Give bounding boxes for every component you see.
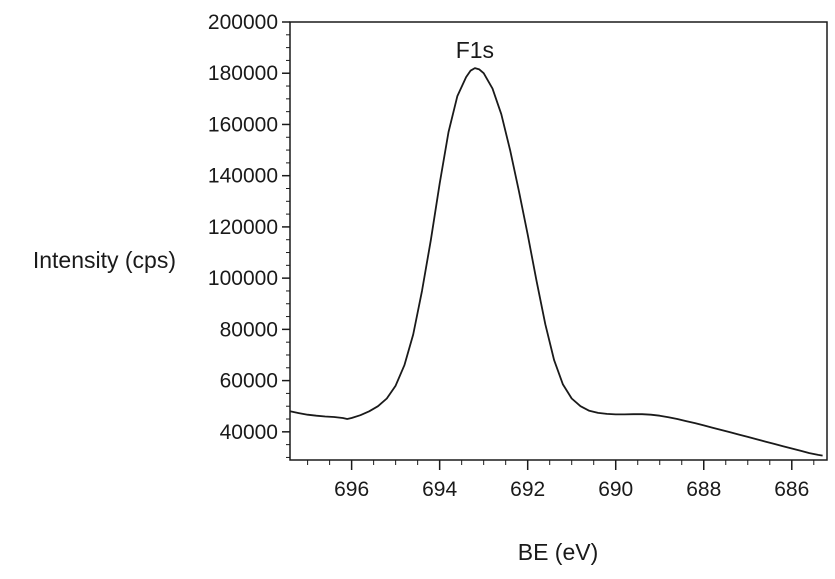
y-tick-label: 80000 — [220, 318, 278, 341]
x-tick-label: 694 — [422, 478, 457, 501]
series-layer — [289, 67, 823, 457]
x-tick-label: 688 — [686, 478, 721, 501]
x-tick-label: 690 — [598, 478, 633, 501]
y-axis-ticks: 40000 60000 80000 100000 120000 140000 160000 1… — [208, 11, 290, 458]
x-tick-label: 686 — [774, 478, 809, 501]
y-tick-label: 60000 — [220, 370, 278, 393]
y-tick-label: 100000 — [208, 267, 278, 290]
y-tick-label: 140000 — [208, 165, 278, 188]
plot-frame — [289, 21, 828, 461]
y-tick-label: 180000 — [208, 62, 278, 85]
y-tick-label: 200000 — [208, 11, 278, 34]
annotation-layer: F1s — [456, 37, 494, 63]
y-tick-label: 40000 — [220, 421, 278, 444]
x-axis-title: BE (eV) — [518, 539, 599, 565]
y-axis-title: Intensity (cps) — [33, 247, 176, 273]
y-tick-label: 160000 — [208, 113, 278, 136]
x-axis-ticks: 696 694 692 690 688 686 — [307, 460, 815, 501]
x-tick-label: 696 — [334, 478, 369, 501]
spectrum-line — [289, 67, 823, 457]
y-tick-label: 120000 — [208, 216, 278, 239]
x-tick-label: 692 — [510, 478, 545, 501]
peak-annotation: F1s — [456, 37, 494, 63]
